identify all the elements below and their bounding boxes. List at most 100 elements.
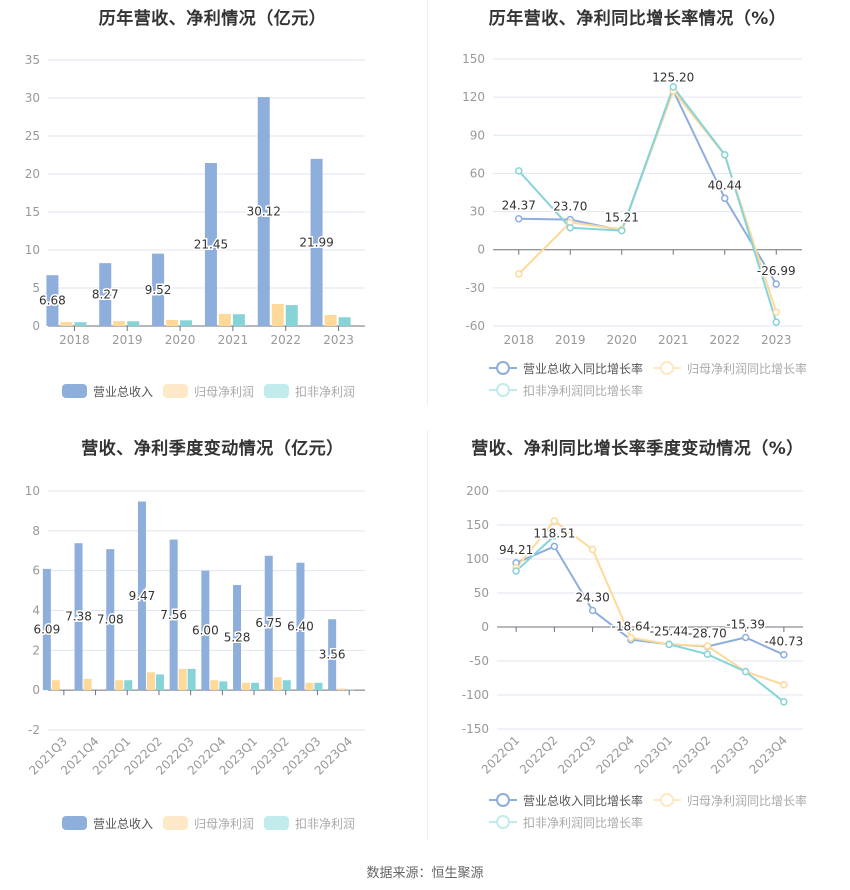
bar[interactable] xyxy=(328,619,337,691)
data-point[interactable] xyxy=(515,214,523,223)
y-tick-label: 0 xyxy=(477,243,485,257)
legend-item-net-profit[interactable]: 归母净利润 xyxy=(163,812,254,834)
bar[interactable] xyxy=(127,321,140,326)
data-point[interactable] xyxy=(515,167,523,175)
data-point[interactable] xyxy=(780,681,788,689)
bar[interactable] xyxy=(83,678,92,691)
legend-swatch-icon xyxy=(163,816,189,830)
legend-item-deducted-profit-growth[interactable]: 扣非净利润同比增长率 xyxy=(489,811,643,833)
bar[interactable] xyxy=(106,549,115,691)
bar[interactable] xyxy=(337,688,346,691)
bar[interactable] xyxy=(155,674,164,691)
data-point[interactable] xyxy=(772,318,780,326)
bar[interactable] xyxy=(242,682,251,691)
data-point[interactable] xyxy=(721,194,729,203)
legend-item-net-profit[interactable]: 归母净利润 xyxy=(163,380,254,402)
legend-line-circle-icon xyxy=(489,383,517,397)
bar[interactable] xyxy=(180,320,193,326)
data-point[interactable] xyxy=(588,545,597,554)
data-point[interactable] xyxy=(703,650,712,658)
bar[interactable] xyxy=(271,303,284,326)
data-point[interactable] xyxy=(550,517,559,525)
bar[interactable] xyxy=(285,305,298,326)
bar[interactable] xyxy=(305,682,314,691)
legend-item-revenue-growth[interactable]: 营业总收入同比增长率 xyxy=(489,357,643,379)
bar[interactable] xyxy=(273,677,282,691)
bar[interactable] xyxy=(42,568,51,691)
bar[interactable] xyxy=(314,682,323,691)
legend-item-net-profit-growth[interactable]: 归母净利润同比增长率 xyxy=(653,789,807,811)
data-point[interactable] xyxy=(772,280,780,288)
bar[interactable] xyxy=(137,501,146,691)
bar[interactable] xyxy=(60,322,73,326)
data-label: 9.47 xyxy=(129,589,156,603)
y-tick-label: 35 xyxy=(25,53,40,67)
bar[interactable] xyxy=(218,313,231,326)
bar[interactable] xyxy=(338,317,351,326)
panel-divider xyxy=(427,0,428,405)
data-point[interactable] xyxy=(703,642,712,650)
data-point[interactable] xyxy=(566,223,574,232)
legend-item-deducted-profit[interactable]: 扣非净利润 xyxy=(264,812,355,834)
bar[interactable] xyxy=(219,681,228,691)
data-point[interactable] xyxy=(665,640,673,649)
bar[interactable] xyxy=(210,680,219,691)
data-point[interactable] xyxy=(741,667,750,676)
bar[interactable] xyxy=(251,682,260,691)
bar[interactable] xyxy=(232,314,245,326)
data-point[interactable] xyxy=(627,633,635,642)
data-point[interactable] xyxy=(588,606,597,615)
x-tick-label: 2019 xyxy=(112,333,143,347)
bar[interactable] xyxy=(74,543,83,691)
bar[interactable] xyxy=(115,680,124,691)
legend-item-deducted-profit-growth[interactable]: 扣非净利润同比增长率 xyxy=(489,379,643,401)
bar[interactable] xyxy=(46,275,59,326)
bar[interactable] xyxy=(187,668,196,691)
bar[interactable] xyxy=(166,319,179,326)
bar[interactable] xyxy=(346,689,355,691)
legend-item-revenue[interactable]: 营业总收入 xyxy=(62,812,153,834)
bar[interactable] xyxy=(124,680,133,691)
data-point[interactable] xyxy=(780,650,788,659)
bar[interactable] xyxy=(146,672,155,691)
data-point[interactable] xyxy=(550,542,559,551)
data-point[interactable] xyxy=(721,150,729,159)
x-tick-label: 2020 xyxy=(165,333,196,347)
data-point[interactable] xyxy=(618,226,626,235)
legend-item-revenue[interactable]: 营业总收入 xyxy=(62,380,153,402)
legend-item-revenue-growth[interactable]: 营业总收入同比增长率 xyxy=(489,789,643,811)
bar[interactable] xyxy=(99,263,112,326)
data-point[interactable] xyxy=(550,532,559,540)
data-point[interactable] xyxy=(515,270,523,278)
bar[interactable] xyxy=(169,539,178,691)
data-point[interactable] xyxy=(780,698,788,706)
legend-label: 扣非净利润同比增长率 xyxy=(523,815,644,830)
legend-item-net-profit-growth[interactable]: 归母净利润同比增长率 xyxy=(653,357,807,379)
bar[interactable] xyxy=(204,162,217,326)
data-point[interactable] xyxy=(669,83,677,91)
bar[interactable] xyxy=(310,158,323,326)
bar[interactable] xyxy=(296,562,305,691)
bar[interactable] xyxy=(74,322,87,326)
bar[interactable] xyxy=(51,680,60,691)
bar[interactable] xyxy=(201,570,210,691)
bar[interactable] xyxy=(257,97,270,326)
legend-item-deducted-profit[interactable]: 扣非净利润 xyxy=(264,380,355,402)
data-point[interactable] xyxy=(512,567,520,575)
bar[interactable] xyxy=(152,253,165,326)
bar[interactable] xyxy=(282,680,291,691)
bar[interactable] xyxy=(178,668,187,691)
legend: 营业总收入同比增长率 归母净利润同比增长率 扣非净利润同比增长率 xyxy=(489,357,829,401)
y-tick-label: -100 xyxy=(462,688,489,702)
bar[interactable] xyxy=(113,321,126,326)
y-tick-label: 30 xyxy=(470,205,485,219)
y-tick-label: 120 xyxy=(462,90,485,104)
x-tick-label: 2020 xyxy=(606,333,637,347)
bar[interactable] xyxy=(233,585,242,691)
bar[interactable] xyxy=(324,314,337,326)
data-point[interactable] xyxy=(741,633,750,642)
bar[interactable] xyxy=(264,555,273,691)
data-point[interactable] xyxy=(772,308,780,316)
legend-label: 归母净利润 xyxy=(194,384,255,399)
legend-line-circle-icon xyxy=(653,793,682,807)
